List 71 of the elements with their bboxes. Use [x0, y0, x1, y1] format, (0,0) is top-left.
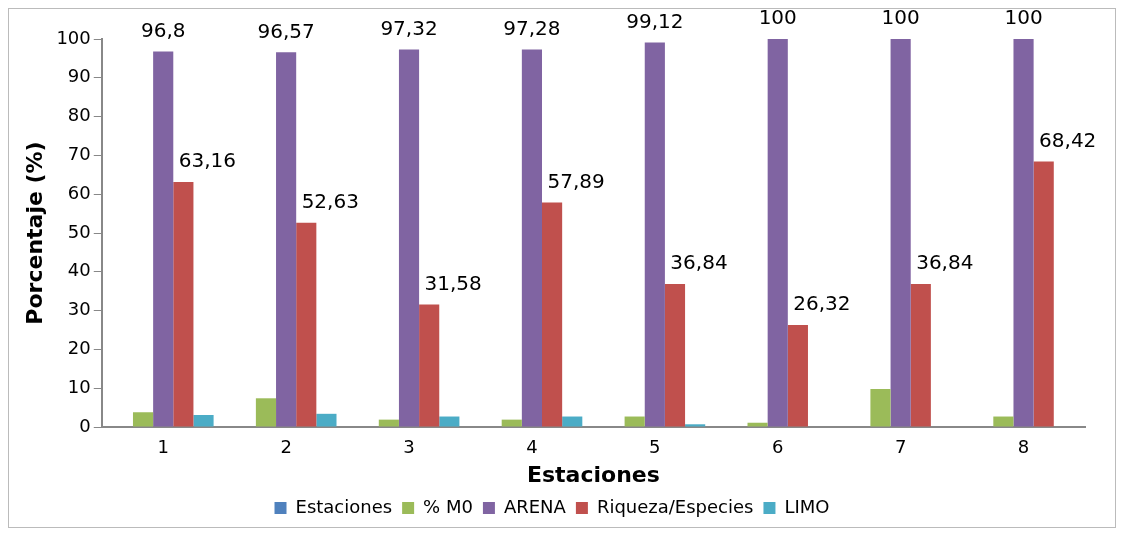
data-label: 99,12 [626, 8, 684, 33]
bar [521, 49, 542, 427]
y-tick-label: 30 [67, 298, 91, 320]
data-label: 96,8 [140, 17, 186, 42]
data-label: 26,32 [793, 291, 851, 316]
x-tick-label: 1 [157, 436, 169, 458]
data-label: 63,16 [178, 148, 236, 173]
x-tick-label: 6 [772, 436, 784, 458]
bar [439, 416, 460, 427]
x-tick-label: 2 [280, 436, 292, 458]
data-label: 36,84 [916, 250, 974, 275]
bar [870, 388, 891, 427]
bar [501, 419, 522, 427]
x-tick-label: 7 [894, 436, 907, 458]
y-axis-title: Porcentaje (%) [21, 141, 47, 325]
data-label: 57,89 [547, 168, 605, 193]
data-label: 100 [881, 5, 920, 30]
y-tick-label: 20 [67, 337, 91, 359]
y-tick-label: 100 [56, 26, 91, 48]
legend-label: LIMO [784, 495, 830, 517]
y-tick-label: 40 [67, 259, 91, 281]
legend-label: Estaciones [295, 495, 393, 517]
data-label: 96,57 [257, 18, 315, 43]
bar [624, 416, 645, 427]
x-tick-label: 8 [1017, 436, 1030, 458]
x-tick-label: 5 [649, 436, 661, 458]
bar [890, 39, 911, 427]
bar [255, 398, 277, 427]
data-label: 100 [758, 5, 797, 30]
data-label: 97,28 [503, 15, 561, 40]
y-tick-label: 0 [79, 414, 91, 436]
bar [193, 414, 214, 427]
y-tick-label: 80 [67, 104, 91, 126]
bar [378, 419, 399, 427]
bar [316, 413, 337, 427]
bar [747, 422, 768, 427]
bar [542, 202, 563, 427]
bar [1013, 39, 1034, 427]
legend-label: ARENA [503, 495, 567, 517]
legend-label: Riqueza/Especies [596, 495, 754, 517]
legend-label: % M0 [423, 495, 473, 517]
bar [153, 51, 174, 427]
data-label: 100 [1004, 5, 1043, 30]
bar [664, 284, 686, 427]
bar [398, 49, 420, 427]
data-label: 68,42 [1039, 127, 1097, 152]
bar [132, 412, 154, 427]
bar [419, 304, 440, 427]
x-tick-label: 3 [403, 436, 415, 458]
bar [562, 416, 583, 427]
bar [685, 424, 706, 427]
y-tick-label: 70 [67, 143, 91, 165]
data-label: 31,58 [424, 270, 482, 295]
bar [787, 324, 808, 427]
bar [910, 284, 931, 427]
bar [296, 222, 317, 427]
bar [644, 42, 665, 427]
bar [173, 181, 194, 427]
y-tick-label: 10 [67, 375, 91, 397]
bar [276, 52, 297, 427]
data-label: 97,32 [380, 15, 438, 40]
y-tick-label: 90 [67, 65, 91, 87]
bar [1033, 161, 1054, 427]
x-tick-label: 4 [526, 436, 538, 458]
bar [767, 39, 788, 427]
y-tick-label: 50 [67, 220, 91, 242]
bar [993, 416, 1014, 427]
data-label: 52,63 [301, 189, 359, 213]
data-label: 36,84 [670, 250, 728, 275]
y-tick-label: 60 [67, 181, 91, 203]
x-axis-title: Estaciones [526, 461, 660, 487]
